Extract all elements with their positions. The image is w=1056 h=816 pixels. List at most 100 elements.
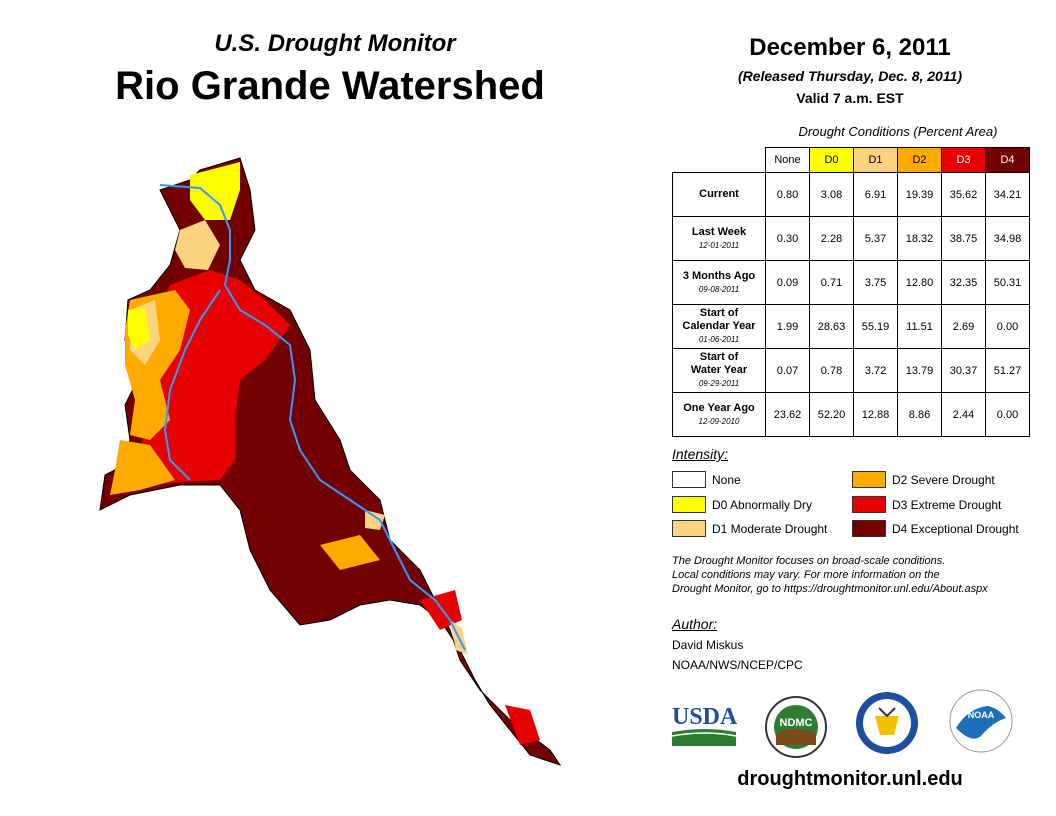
table-row: Last Week 12-01-2011 0.30 2.28 5.37 18.32 38.7… [672,216,1030,261]
table-cell: 3.75 [853,260,898,305]
table-cell: 38.75 [941,216,986,261]
legend-item: D4 Exceptional Drought [852,520,1019,537]
row-date: 09-08-2011 [698,284,740,294]
row-label: One Year Ago 12-09-2010 [672,392,766,437]
website-url[interactable]: droughtmonitor.unl.edu [737,768,963,790]
valid-time: Valid 7 a.m. EST [796,90,904,106]
map-region-d1 [175,220,220,270]
table-cell: 2.44 [941,392,986,437]
legend-item: D3 Extreme Drought [852,496,1001,513]
table-cell: 51.27 [985,348,1030,393]
col-header-d2: D2 [897,147,942,173]
noaa-logo-text: NOAA [968,710,995,720]
table-cell: 0.80 [765,172,810,217]
col-header-none: None [765,147,810,173]
table-cell: 18.32 [897,216,942,261]
row-label-line1: Last Week [691,225,747,238]
map-region-d0-west [128,308,150,350]
table-caption: Drought Conditions (Percent Area) [798,124,998,139]
map-date: December 6, 2011 [749,34,951,61]
col-header-d1: D1 [853,147,898,173]
legend-label: D4 Exceptional Drought [892,521,1019,536]
note-line-1: The Drought Monitor focuses on broad-sca… [672,555,946,567]
ndmc-logo-text: NDMC [780,717,813,729]
map-region-d0 [190,162,240,220]
table-cell: 34.98 [985,216,1030,261]
table-cell: 19.39 [897,172,942,217]
legend-swatch [852,496,886,513]
row-label-line1: Start of [699,351,739,363]
row-label-line1: Current [699,188,739,200]
col-header-d0: D0 [809,147,854,173]
legend-swatch [852,471,886,488]
commerce-seal [856,692,918,754]
release-date: (Released Thursday, Dec. 8, 2011) [737,68,963,84]
col-header-d4: D4 [985,147,1030,173]
col-header-d3: D3 [941,147,986,173]
map-region-d3-tail [505,705,540,745]
drought-conditions-table: None D0 D1 D2 D3 D4 Current 0.80 3.08 6.91 1… [672,147,1030,437]
table-cell: 0.30 [765,216,810,261]
legend-item: D0 Abnormally Dry [672,496,812,513]
disclaimer-note: The Drought Monitor focuses on broad-sca… [672,554,1042,596]
legend-title: Intensity: [672,446,729,462]
table-cell: 5.37 [853,216,898,261]
map-region-d2-central [320,535,380,570]
map-region-d1-central [365,510,385,530]
author-name: David Miskus [672,638,744,652]
table-cell: 23.62 [765,392,810,437]
table-cell: 0.78 [809,348,854,393]
tributary-river [163,289,221,481]
author-organization: NOAA/NWS/NCEP/CPC [672,658,803,672]
table-row: One Year Ago 12-09-2010 23.62 52.20 12.88 8.8… [672,392,1030,437]
legend-swatch [672,496,706,513]
row-label-line1: 3 Months Ago [682,269,756,282]
legend-item: D1 Moderate Drought [672,520,827,537]
table-cell: 35.62 [941,172,986,217]
table-cell: 32.35 [941,260,986,305]
legend-item: D2 Severe Drought [852,471,995,488]
table-header-row: None D0 D1 D2 D3 D4 [673,147,1030,173]
table-cell: 11.51 [897,304,942,349]
table-row: Start of Calendar Year 01-06-2011 1.99 28.63… [672,304,1030,349]
author-label: Author: [672,616,718,632]
row-label-line1: One Year Ago [683,401,755,414]
legend-swatch [672,471,706,488]
table-cell: 3.08 [809,172,854,217]
note-line-2: Local conditions may vary. For more info… [672,569,940,581]
table-cell: 34.21 [985,172,1030,217]
table-cell: 0.07 [765,348,810,393]
table-cell: 1.99 [765,304,810,349]
legend-label: D2 Severe Drought [892,472,995,487]
table-cell: 50.31 [985,260,1030,305]
legend-label: D3 Extreme Drought [892,497,1002,512]
map-region-d3-south [420,590,462,630]
row-date: 12-01-2011 [698,240,740,250]
legend-label: D0 Abnormally Dry [712,497,813,512]
table-cell: 55.19 [853,304,898,349]
table-cell: 0.71 [809,260,854,305]
row-label: Last Week 12-01-2011 [672,216,766,261]
table-corner [673,148,766,173]
row-label: 3 Months Ago 09-08-2011 [672,260,766,305]
row-label: Start of Calendar Year 01-06-2011 [672,304,766,349]
legend-label: None [712,472,741,487]
row-label-line2: Water Year [690,364,748,376]
ndmc-logo: NDMC [765,696,827,758]
table-cell: 8.86 [897,392,942,437]
table-cell: 6.91 [853,172,898,217]
legend-label: D1 Moderate Drought [712,521,828,536]
table-cell: 28.63 [809,304,854,349]
table-cell: 2.28 [809,216,854,261]
table-cell: 52.20 [809,392,854,437]
table-row: Start of Water Year 09-29-2011 0.07 0.78 3.72… [672,348,1030,393]
map-title: Rio Grande Watershed [115,64,545,108]
table-cell: 2.69 [941,304,986,349]
table-cell: 3.72 [853,348,898,393]
drought-map [99,157,562,766]
table-row: 3 Months Ago 09-08-2011 0.09 0.71 3.75 12.80 3… [672,260,1030,305]
rio-grande-river [159,184,466,651]
note-line-3: Drought Monitor, go to https://droughtmo… [672,583,988,595]
row-label-line2: Calendar Year [682,320,756,332]
map-region-d2-south [110,440,175,495]
